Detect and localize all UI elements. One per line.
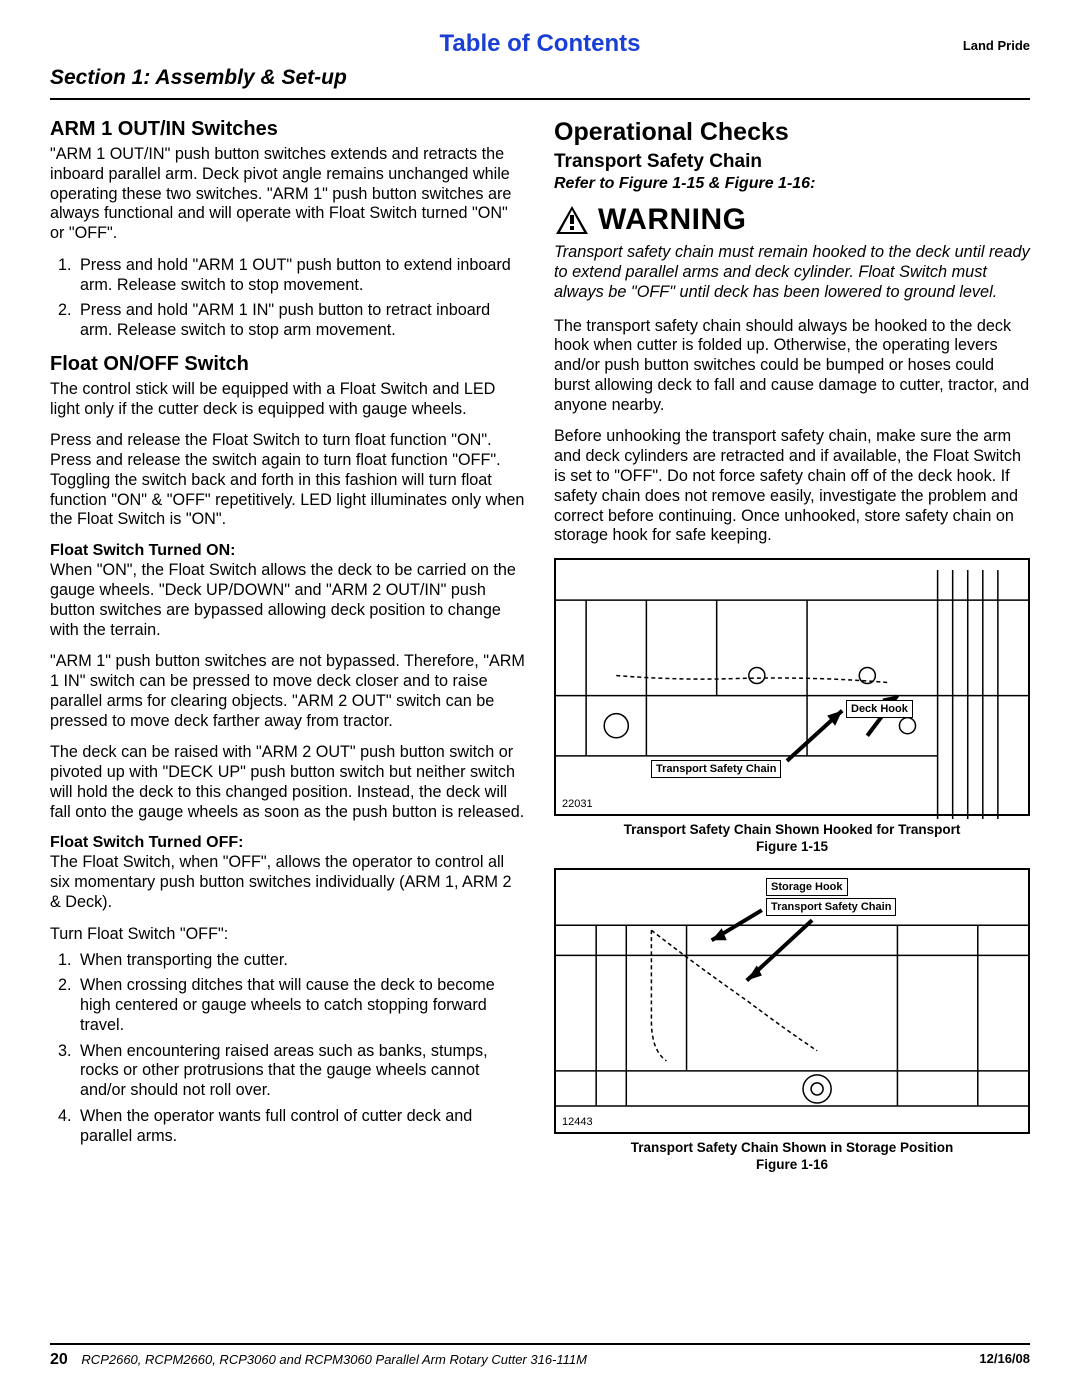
arm-switches-list: Press and hold "ARM 1 OUT" push button t…: [50, 256, 526, 341]
fig2-id: 12443: [562, 1116, 593, 1128]
arm-switches-heading: ARM 1 OUT/IN Switches: [50, 118, 526, 141]
page-footer: 20 RCP2660, RCPM2660, RCP3060 and RCPM30…: [50, 1343, 1030, 1369]
figure-1-15-drawing: [556, 560, 1028, 819]
float-off-p2: Turn Float Switch "OFF":: [50, 925, 526, 945]
warning-body: Transport safety chain must remain hooke…: [554, 243, 1030, 303]
page-number: 20: [50, 1351, 68, 1368]
list-item: When transporting the cutter.: [76, 951, 526, 971]
list-item: When encountering raised areas such as b…: [76, 1042, 526, 1101]
list-item: When crossing ditches that will cause th…: [76, 976, 526, 1035]
fig2-label-storage-hook: Storage Hook: [766, 878, 848, 896]
list-item: When the operator wants full control of …: [76, 1107, 526, 1147]
toc-link[interactable]: Table of Contents: [440, 30, 641, 58]
fig1-id: 22031: [562, 798, 593, 810]
document-title: RCP2660, RCPM2660, RCP3060 and RCPM3060 …: [81, 1352, 587, 1367]
warning-text: WARNING: [598, 203, 747, 237]
float-on-subhead: Float Switch Turned ON:: [50, 542, 526, 560]
float-on-p3: The deck can be raised with "ARM 2 OUT" …: [50, 743, 526, 822]
right-column: Operational Checks Transport Safety Chai…: [554, 118, 1030, 1172]
float-on-p1: When "ON", the Float Switch allows the d…: [50, 561, 526, 640]
fig1-caption: Transport Safety Chain Shown Hooked for …: [554, 822, 1030, 837]
left-column: ARM 1 OUT/IN Switches "ARM 1 OUT/IN" pus…: [50, 118, 526, 1172]
fig2-caption: Transport Safety Chain Shown in Storage …: [554, 1140, 1030, 1155]
fig2-label-chain: Transport Safety Chain: [766, 898, 896, 916]
float-off-list: When transporting the cutter. When cross…: [50, 951, 526, 1147]
right-p2: Before unhooking the transport safety ch…: [554, 427, 1030, 546]
fig1-number: Figure 1-15: [554, 839, 1030, 854]
float-off-p1: The Float Switch, when "OFF", allows the…: [50, 853, 526, 912]
list-item: Press and hold "ARM 1 OUT" push button t…: [76, 256, 526, 296]
content-columns: ARM 1 OUT/IN Switches "ARM 1 OUT/IN" pus…: [50, 118, 1030, 1172]
right-p1: The transport safety chain should always…: [554, 317, 1030, 416]
fig1-label-chain: Transport Safety Chain: [651, 760, 781, 778]
figure-1-15: Deck Hook Transport Safety Chain 22031: [554, 558, 1030, 816]
brand-label: Land Pride: [963, 38, 1030, 53]
page-header: Table of Contents Land Pride Section 1: …: [50, 30, 1030, 100]
fig2-number: Figure 1-16: [554, 1157, 1030, 1172]
fig1-label-deck-hook: Deck Hook: [846, 700, 913, 718]
footer-left: 20 RCP2660, RCPM2660, RCP3060 and RCPM30…: [50, 1351, 587, 1369]
arm-switches-p1: "ARM 1 OUT/IN" push button switches exte…: [50, 145, 526, 244]
float-p1: The control stick will be equipped with …: [50, 380, 526, 420]
float-off-subhead: Float Switch Turned OFF:: [50, 834, 526, 852]
float-switch-heading: Float ON/OFF Switch: [50, 353, 526, 376]
figure-reference: Refer to Figure 1-15 & Figure 1-16:: [554, 175, 1030, 193]
figure-1-16: Storage Hook Transport Safety Chain 1244…: [554, 868, 1030, 1134]
float-on-p2: "ARM 1" push button switches are not byp…: [50, 652, 526, 731]
warning-icon: [554, 204, 590, 236]
section-title: Section 1: Assembly & Set-up: [50, 66, 347, 90]
warning-header: WARNING: [554, 203, 1030, 237]
footer-date: 12/16/08: [979, 1351, 1030, 1369]
transport-safety-heading: Transport Safety Chain: [554, 151, 1030, 173]
operational-checks-heading: Operational Checks: [554, 118, 1030, 147]
list-item: Press and hold "ARM 1 IN" push button to…: [76, 301, 526, 341]
float-p2: Press and release the Float Switch to tu…: [50, 431, 526, 530]
